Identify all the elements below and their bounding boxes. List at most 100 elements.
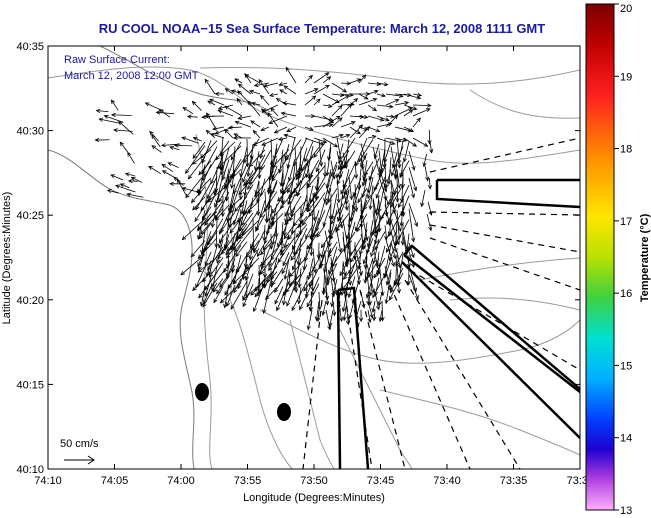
current-arrow xyxy=(200,197,212,212)
y-tick-label: 40:30 xyxy=(16,126,44,138)
current-arrow xyxy=(215,204,230,221)
current-arrow xyxy=(186,114,198,119)
current-arrow xyxy=(394,101,410,106)
current-arrow xyxy=(270,179,278,195)
current-arrow xyxy=(331,82,348,93)
current-arrow xyxy=(259,191,278,219)
current-arrow xyxy=(329,224,338,241)
current-arrow xyxy=(354,246,363,276)
current-arrow xyxy=(306,309,313,331)
current-arrow xyxy=(420,189,426,208)
current-arrow xyxy=(259,259,272,275)
current-arrow xyxy=(429,141,434,154)
current-arrow xyxy=(245,240,260,259)
current-arrow xyxy=(232,135,252,141)
current-arrow xyxy=(376,93,387,98)
x-axis: 74:10 74:05 74:00 73:55 73:50 73:45 73:40 73:35… xyxy=(34,46,588,487)
current-arrow xyxy=(399,160,410,178)
current-arrow xyxy=(263,221,272,245)
current-arrow xyxy=(234,78,243,84)
current-arrow xyxy=(322,76,332,84)
x-tick-label: 73:40 xyxy=(433,475,461,487)
current-arrow xyxy=(330,193,338,220)
station-marker xyxy=(277,403,291,421)
current-arrow xyxy=(279,89,288,95)
current-arrow xyxy=(371,300,376,313)
current-arrow xyxy=(391,152,398,169)
x-tick-label: 73:45 xyxy=(367,475,395,487)
current-arrow xyxy=(395,219,410,246)
current-arrow xyxy=(364,161,374,177)
y-axis-label: Latitude (Degrees:Minutes) xyxy=(1,192,13,325)
current-arrow xyxy=(217,109,234,117)
current-arrow xyxy=(169,181,186,186)
current-arrow xyxy=(288,173,308,199)
station-marker xyxy=(195,383,209,401)
current-arrow xyxy=(248,149,266,168)
current-arrow xyxy=(310,277,320,296)
current-arrow xyxy=(322,137,339,148)
current-arrow xyxy=(248,154,266,186)
current-arrow xyxy=(234,120,252,128)
current-arrow xyxy=(236,97,243,106)
annotation-line-1: Raw Surface Current: xyxy=(64,54,170,66)
current-arrow xyxy=(161,163,174,172)
current-arrow xyxy=(103,114,124,123)
current-arrow xyxy=(201,146,218,175)
current-arrow xyxy=(427,177,433,190)
current-arrow xyxy=(408,203,419,228)
current-arrow xyxy=(229,210,248,234)
current-arrow xyxy=(216,145,242,170)
current-arrow xyxy=(246,248,260,270)
current-arrow xyxy=(196,211,218,230)
current-arrow xyxy=(347,276,356,299)
current-arrow xyxy=(343,231,356,250)
current-arrow xyxy=(394,137,408,143)
y-axis: 40:35 40:30 40:25 40:20 40:15 40:10 xyxy=(16,41,580,476)
current-arrow xyxy=(242,284,260,301)
current-arrow xyxy=(167,162,179,168)
current-arrow xyxy=(127,178,139,184)
current-arrow xyxy=(331,95,350,106)
current-arrow xyxy=(386,230,398,253)
current-arrow xyxy=(358,126,369,131)
current-arrow xyxy=(332,279,338,295)
current-arrow xyxy=(304,239,314,262)
current-arrow xyxy=(206,218,224,247)
current-arrow xyxy=(308,300,314,312)
current-arrow xyxy=(354,255,361,286)
current-arrow xyxy=(348,176,354,201)
current-arrow xyxy=(243,138,260,164)
current-arrow xyxy=(192,196,206,211)
current-arrow xyxy=(227,265,242,290)
current-arrow xyxy=(358,309,364,323)
coast-outline xyxy=(48,149,195,469)
current-arrow xyxy=(204,114,225,119)
current-arrow xyxy=(119,141,129,153)
current-arrow xyxy=(373,222,380,245)
current-arrow xyxy=(252,129,261,139)
current-arrow xyxy=(229,197,242,209)
current-arrow xyxy=(322,203,332,227)
current-arrow xyxy=(366,177,374,200)
current-arrow xyxy=(235,241,248,258)
current-arrow xyxy=(365,257,374,281)
colorbar-ticks: 20 19 18 17 16 15 14 13 xyxy=(614,3,632,517)
current-arrow xyxy=(338,137,356,164)
current-arrow xyxy=(191,100,202,111)
current-arrow xyxy=(308,192,326,218)
current-arrow xyxy=(173,176,184,186)
current-arrow xyxy=(305,224,314,240)
current-arrow xyxy=(244,74,261,84)
current-arrow xyxy=(346,237,362,263)
current-arrow xyxy=(337,149,350,171)
current-arrow xyxy=(242,193,260,215)
current-arrow xyxy=(281,177,296,195)
current-arrow xyxy=(204,230,218,251)
current-arrow xyxy=(241,202,254,227)
current-arrow xyxy=(376,137,396,145)
current-arrow xyxy=(372,274,386,299)
x-tick-label: 73:3 xyxy=(567,475,588,487)
current-arrow xyxy=(212,278,224,293)
current-arrow xyxy=(378,309,383,323)
